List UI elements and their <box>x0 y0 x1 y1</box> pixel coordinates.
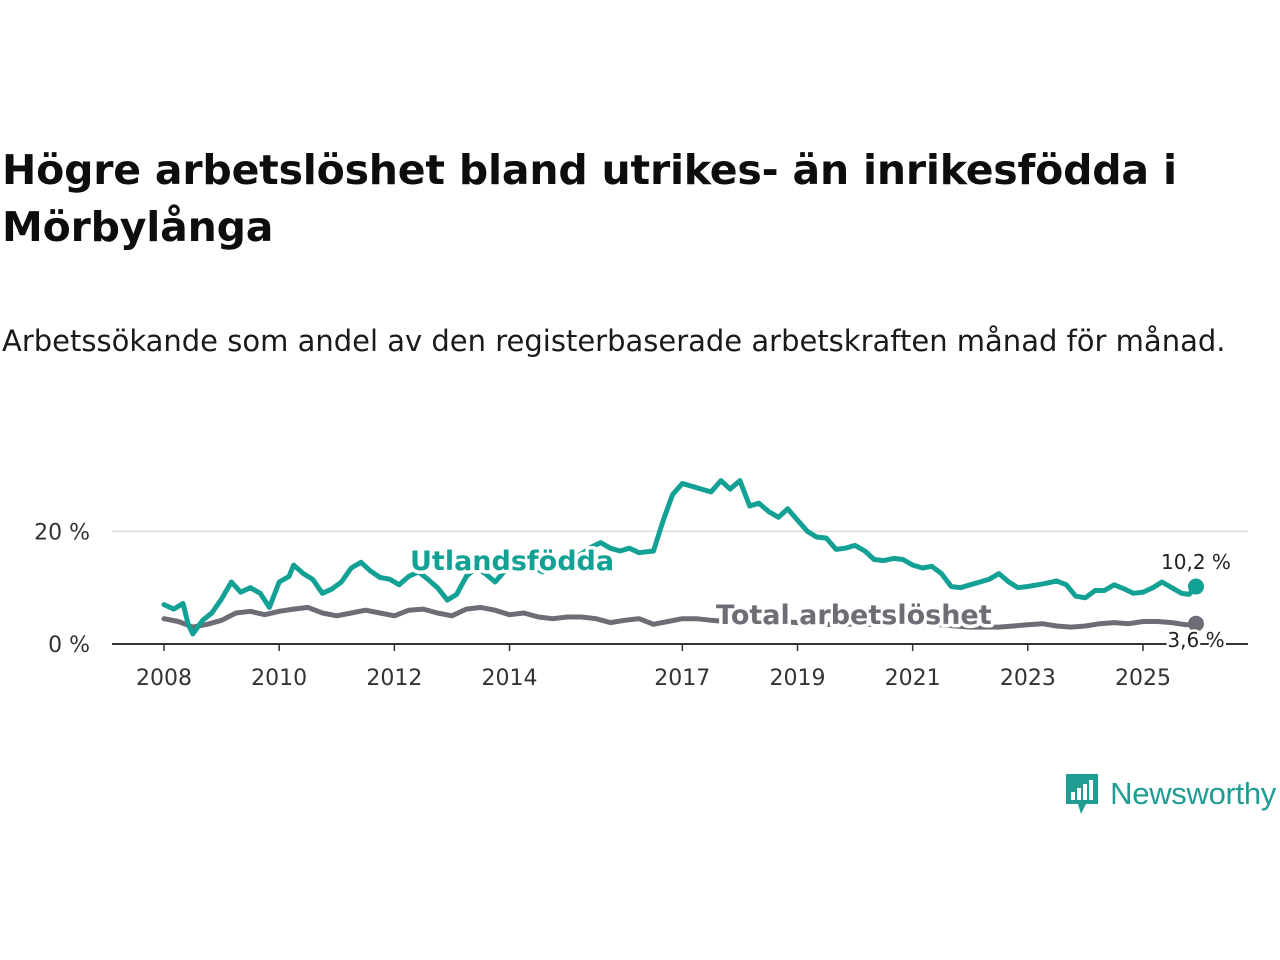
x-tick-label: 2012 <box>366 666 422 691</box>
brand-name: Newsworthy <box>1110 776 1276 811</box>
y-tick-label: 20 % <box>34 520 90 545</box>
series-label-utlandsfodda: Utlandsfödda <box>410 546 614 577</box>
x-axis: 2008 2010 2012 2014 2017 2019 2021 2023 2025 <box>112 643 1248 691</box>
series-layer <box>161 478 1204 637</box>
y-tick-label: 0 % <box>48 633 90 658</box>
series-label-halo: Total arbetslöshet <box>716 600 992 631</box>
series-label-total: Total arbetslöshet <box>716 600 992 631</box>
end-value-label-total: 3,6 % <box>1167 628 1224 652</box>
series-line-total <box>161 604 1199 630</box>
x-tick-label: 2008 <box>136 666 192 691</box>
end-value-label-utlandsfodda: 10,2 % <box>1161 550 1231 574</box>
x-tick-label: 2021 <box>885 666 941 691</box>
end-value-label-halo: 3,6 % <box>1167 628 1224 652</box>
series-label-halo: Utlandsfödda <box>410 546 614 577</box>
chart-subtitle: Arbetssökande som andel av den registerb… <box>2 324 1226 358</box>
series-line-utlandsfodda <box>161 478 1199 637</box>
x-tick-label: 2023 <box>1000 666 1056 691</box>
grid-layer: 0 % 20 % <box>34 520 1248 658</box>
x-tick-label: 2025 <box>1115 666 1171 691</box>
chart-title: Högre arbetslöshet bland utrikes- än inr… <box>2 146 1177 251</box>
series-end-marker-utlandsfodda <box>1188 578 1204 595</box>
x-tick-label: 2010 <box>251 666 307 691</box>
line-chart: 0 % 20 % 2008 2010 2012 2014 2017 2019 2021 2023… <box>34 478 1248 691</box>
series-end-marker-total <box>1188 615 1204 632</box>
x-tick-label: 2019 <box>769 666 825 691</box>
x-tick-label: 2014 <box>482 666 538 691</box>
brand-logo: Newsworthy <box>1064 772 1276 816</box>
end-value-label-halo: 10,2 % <box>1161 550 1231 574</box>
newsworthy-logo-icon <box>1066 774 1099 814</box>
x-tick-label: 2017 <box>654 666 710 691</box>
